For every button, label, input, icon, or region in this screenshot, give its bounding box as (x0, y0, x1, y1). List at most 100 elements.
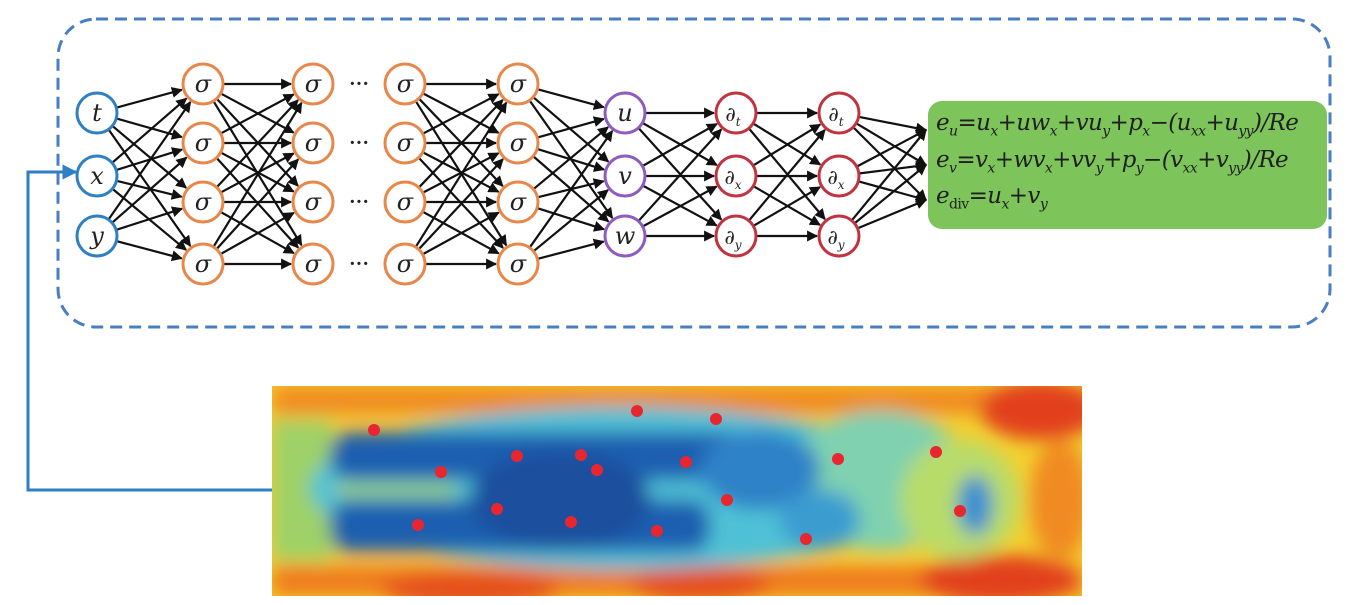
output-node: u (603, 91, 647, 135)
input-node-label: x (90, 162, 104, 190)
hidden-node-label: σ (510, 129, 527, 157)
output-node: w (603, 214, 647, 258)
sensor-dot (710, 413, 722, 425)
continuity-equation: ediv=ux+vy (936, 183, 1048, 213)
connection-edge (532, 189, 609, 253)
ellipsis-label: ··· (349, 73, 369, 95)
connection-edge (747, 129, 826, 222)
input-node: y (75, 214, 119, 258)
residual-equations-box: eu=ux+uwx+vuy+px−(uxx+uyy)/Re ev=vx+wvx+… (928, 101, 1327, 229)
deriv-node: ∂y (817, 214, 861, 258)
hidden-node: σ (496, 62, 540, 106)
deriv-node: ∂t (714, 91, 758, 135)
sensor-dot (565, 516, 577, 528)
connection-edge (212, 101, 303, 248)
output-edge (853, 164, 927, 225)
sensor-dot (800, 533, 812, 545)
output-node-label: u (617, 99, 632, 127)
connection-edge (642, 185, 718, 228)
momentum-x-equation: eu=ux+uwx+vuy+px−(uxx+uyy)/Re (936, 110, 1299, 140)
connection-edge (111, 97, 188, 164)
sensor-dot (435, 466, 447, 478)
connection-edge (422, 211, 500, 256)
sensor-dot (412, 519, 424, 531)
output-edge (857, 198, 928, 230)
ellipsis-label: ··· (349, 191, 369, 213)
hidden-node: σ (291, 242, 335, 286)
connection-edge (418, 99, 504, 189)
hidden-node-label: σ (305, 70, 322, 98)
connection-edge (752, 186, 821, 227)
feedback-arrow (26, 164, 272, 492)
deriv-node: ∂x (714, 154, 758, 198)
network-edges (107, 78, 928, 270)
sensor-dot (575, 449, 587, 461)
connection-edge (220, 93, 295, 135)
sensor-dot (832, 453, 844, 465)
deriv-node-label: ∂y (827, 225, 844, 252)
connection-edge (111, 156, 188, 224)
connection-edge (422, 93, 500, 135)
sensor-dot (651, 525, 663, 537)
sensor-dot (680, 456, 692, 468)
output-node-label: w (615, 222, 636, 250)
output-edge (857, 180, 928, 203)
input-node-label: y (89, 222, 104, 250)
deriv-node-label: ∂x (827, 165, 844, 192)
connection-edge (536, 116, 605, 139)
output-edge (852, 126, 927, 201)
hidden-node: σ (496, 242, 540, 286)
output-edge (858, 115, 928, 134)
sensor-dot (511, 450, 523, 462)
flow-field-heatmap (272, 386, 1082, 596)
connection-edge (641, 122, 718, 168)
connection-edge (215, 99, 299, 189)
connection-edge (219, 211, 295, 256)
hidden-node-label: σ (397, 188, 414, 216)
connection-edge (537, 238, 605, 261)
hidden-node: σ (383, 180, 427, 224)
hidden-node: σ (181, 242, 225, 286)
deriv-node: ∂t (817, 91, 861, 135)
hidden-node-label: σ (195, 70, 212, 98)
hidden-node: σ (496, 121, 540, 165)
hidden-node: σ (383, 121, 427, 165)
hidden-node: σ (291, 62, 335, 106)
deriv-node-label: ∂t (828, 102, 843, 129)
output-edge (855, 122, 927, 166)
ellipsis-label: ··· (349, 132, 369, 154)
output-node-label: v (618, 162, 632, 190)
connection-edge (115, 206, 184, 231)
connection-edge (116, 179, 183, 200)
connection-edge (107, 128, 192, 247)
input-node: t (75, 91, 119, 135)
connection-edge (215, 158, 300, 250)
hidden-node-label: σ (510, 250, 527, 278)
sensor-points (368, 405, 966, 545)
sensor-dot (930, 446, 942, 458)
deriv-node: ∂y (714, 214, 758, 258)
sensor-dot (631, 405, 643, 417)
sensor-dot (368, 424, 380, 436)
connection-edge (107, 101, 192, 221)
deriv-node-label: ∂t (725, 102, 740, 129)
hidden-node: σ (291, 121, 335, 165)
momentum-y-equation: ev=vx+wvx+vvy+py−(vxx+vyy)/Re (936, 146, 1289, 177)
output-node: v (603, 154, 647, 198)
hidden-node-label: σ (510, 188, 527, 216)
connection-edge (116, 240, 183, 262)
hidden-node-label: σ (397, 70, 414, 98)
input-node-label: t (92, 99, 102, 127)
hidden-node-label: σ (397, 250, 414, 278)
hidden-node: σ (383, 62, 427, 106)
connection-edge (417, 158, 504, 251)
sensor-dot (491, 503, 503, 515)
sensor-dot (591, 464, 603, 476)
hidden-node: σ (383, 242, 427, 286)
hidden-node-label: σ (510, 70, 527, 98)
output-edge (856, 129, 927, 168)
hidden-node: σ (291, 180, 335, 224)
connection-edge (532, 126, 609, 191)
hidden-node-label: σ (305, 129, 322, 157)
